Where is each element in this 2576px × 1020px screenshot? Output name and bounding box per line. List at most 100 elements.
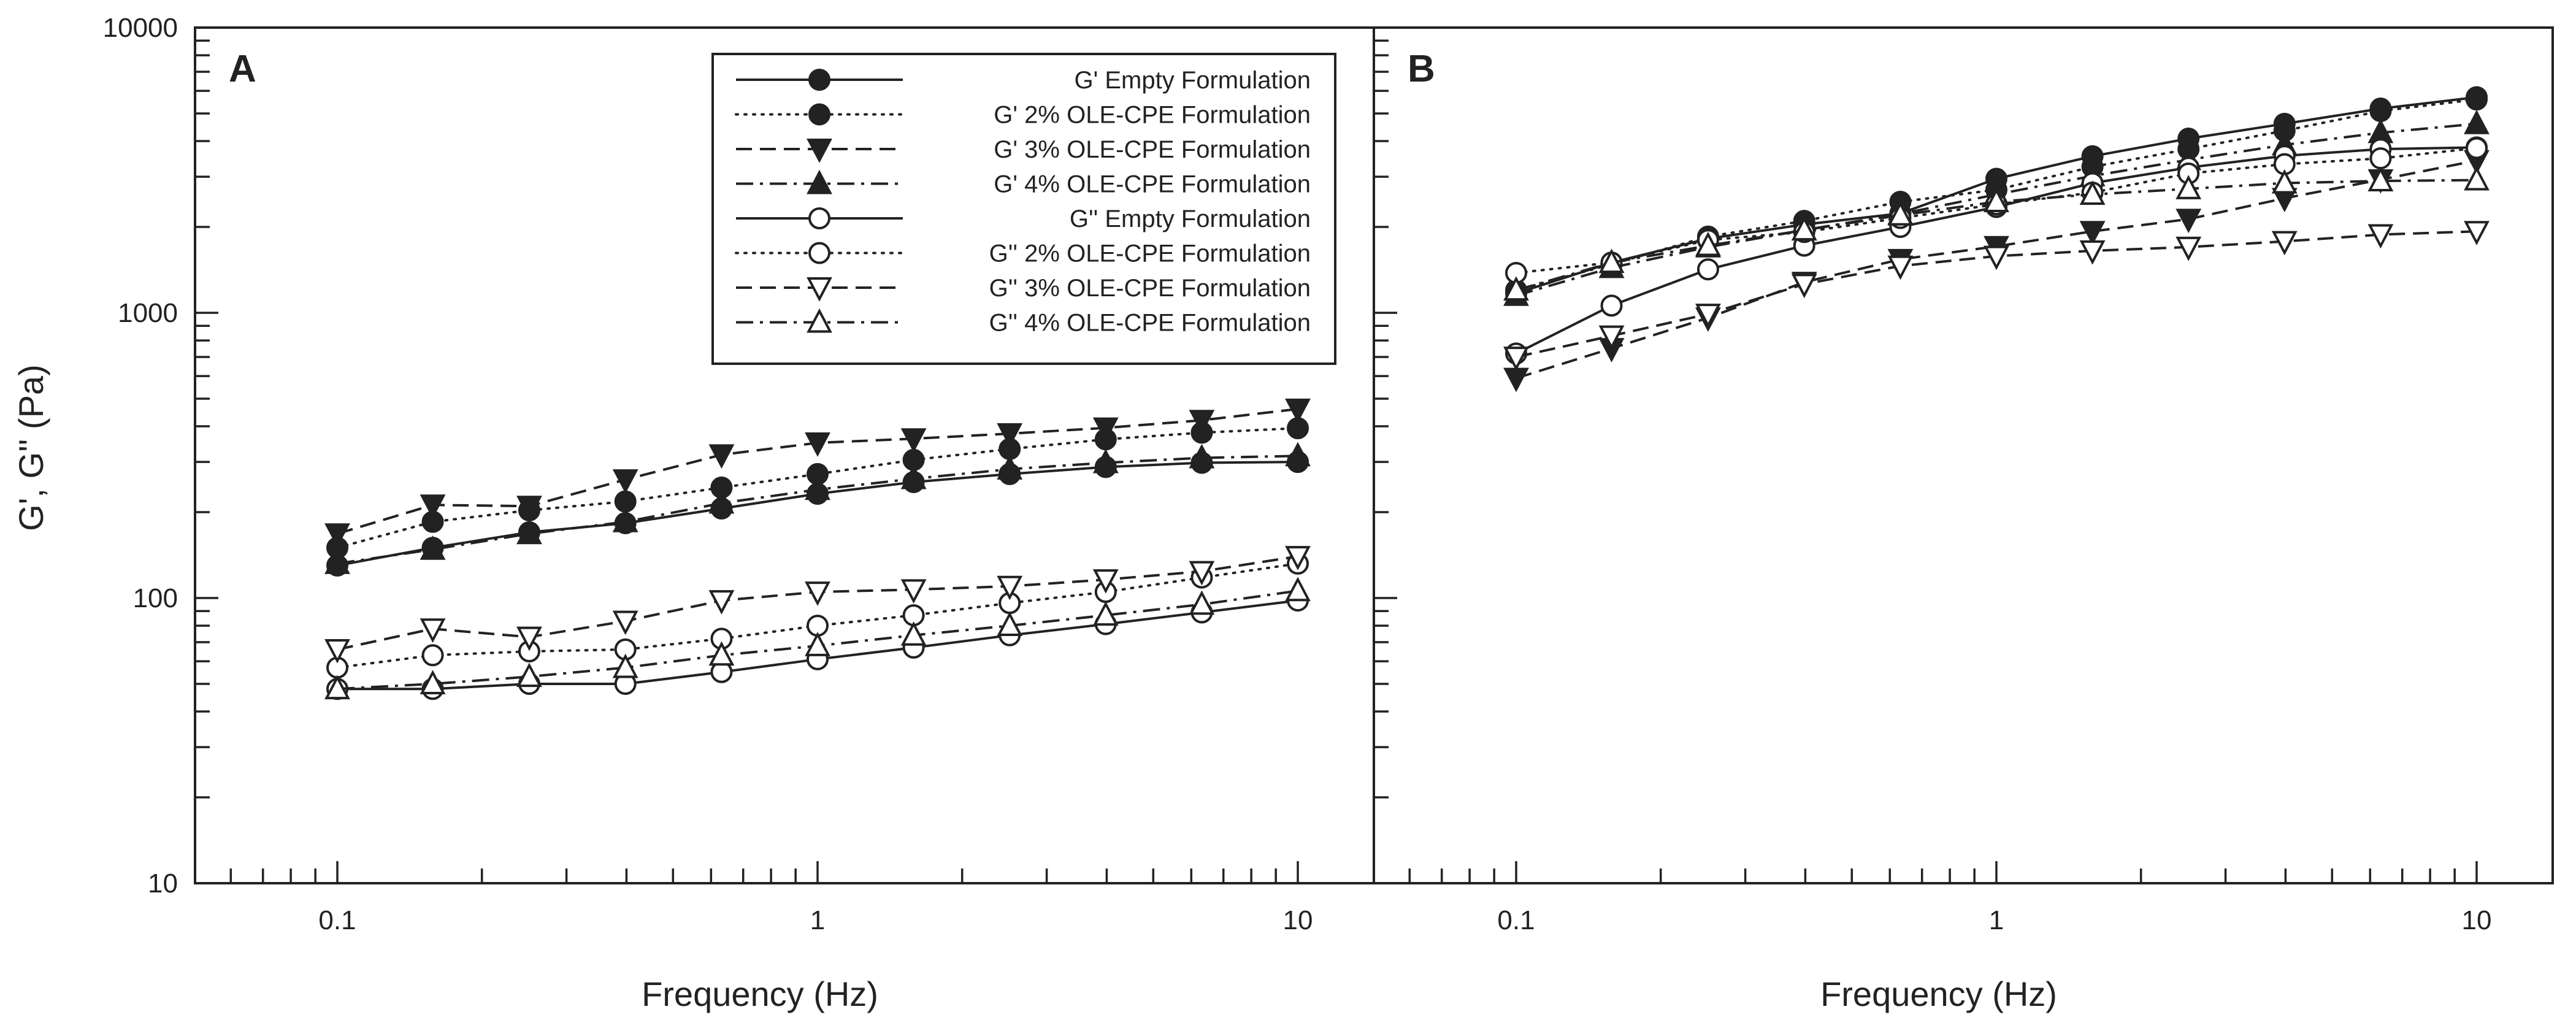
data-point xyxy=(997,575,1023,600)
data-point xyxy=(1285,398,1311,423)
data-point xyxy=(997,612,1023,637)
data-point xyxy=(2175,209,2202,234)
legend-entry: G'' 4% OLE-CPE Formulation xyxy=(736,308,1311,337)
data-point xyxy=(900,428,927,453)
y-tick-label: 1000 xyxy=(118,298,178,328)
data-point xyxy=(1887,255,1914,280)
legend-marker xyxy=(808,69,830,91)
data-point xyxy=(612,653,638,678)
legend-marker xyxy=(807,169,832,194)
series-line xyxy=(1516,159,2477,380)
series-line xyxy=(1515,147,2478,274)
data-point xyxy=(324,675,350,700)
x-axis-title: Frequency (Hz) xyxy=(642,975,878,1013)
data-point xyxy=(1503,276,1529,301)
x-tick-label: 0.1 xyxy=(1497,905,1535,935)
data-point xyxy=(516,520,542,545)
data-point xyxy=(420,535,446,560)
legend-entry: G' Empty Formulation xyxy=(736,67,1311,94)
data-point xyxy=(708,489,735,514)
data-point xyxy=(1695,231,1721,256)
data-point xyxy=(1791,274,1817,299)
data-point xyxy=(1503,347,1529,371)
data-point xyxy=(1791,216,1817,241)
data-point xyxy=(1695,304,1721,328)
series-g-3-ole-cpe-formulation xyxy=(324,398,1311,548)
data-point xyxy=(1285,546,1311,570)
legend-entry: G'' Empty Formulation xyxy=(736,205,1311,232)
data-point xyxy=(612,469,638,494)
legend-marker xyxy=(808,103,830,126)
data-point xyxy=(1092,417,1119,442)
y-tick-label: 10 xyxy=(148,869,178,899)
data-point xyxy=(1285,442,1311,467)
data-point xyxy=(2464,221,2490,245)
data-point xyxy=(2466,88,2488,111)
data-point xyxy=(805,475,830,500)
legend-label: G'' 4% OLE-CPE Formulation xyxy=(989,310,1311,337)
data-point xyxy=(420,494,446,520)
series-line xyxy=(336,427,1299,550)
data-point xyxy=(420,670,446,694)
data-point xyxy=(324,638,350,664)
data-point xyxy=(2271,169,2298,194)
data-point xyxy=(805,581,830,606)
data-point xyxy=(2079,240,2106,265)
legend-entry: G' 3% OLE-CPE Formulation xyxy=(736,136,1311,163)
data-point xyxy=(1696,258,1719,281)
data-point xyxy=(2466,137,2488,159)
data-point xyxy=(2175,175,2202,199)
data-point xyxy=(1598,248,1625,274)
data-point xyxy=(2079,221,2106,245)
data-point xyxy=(1600,294,1623,317)
data-point xyxy=(1598,325,1625,350)
data-point xyxy=(1984,245,2009,270)
data-point xyxy=(2271,231,2298,256)
data-point xyxy=(324,523,350,548)
data-point xyxy=(1887,201,1914,226)
data-point xyxy=(708,444,735,469)
series-g-3-ole-cpe-formulation xyxy=(1503,150,2490,393)
legend-marker xyxy=(807,308,832,333)
series-g-3-ole-cpe-formulation xyxy=(324,546,1311,664)
data-point xyxy=(2079,180,2106,205)
panel-label: A xyxy=(229,48,256,90)
legend: G' Empty Formulation G' 2% OLE-CPE Formul… xyxy=(711,53,1336,365)
data-point xyxy=(2464,166,2490,191)
legend-marker xyxy=(807,277,832,302)
x-tick-label: 10 xyxy=(2462,905,2492,935)
data-point xyxy=(516,662,542,688)
data-point xyxy=(1189,410,1215,434)
legend-marker xyxy=(807,139,832,163)
series-line xyxy=(1516,122,2477,297)
data-point xyxy=(516,496,542,520)
data-point xyxy=(2367,167,2394,191)
legend-label: G'' Empty Formulation xyxy=(1070,205,1311,232)
data-point xyxy=(997,455,1023,480)
data-point xyxy=(516,626,542,651)
panel-label: B xyxy=(1408,48,1435,90)
data-point xyxy=(1189,590,1215,615)
legend-label: G'' 2% OLE-CPE Formulation xyxy=(989,240,1311,267)
data-point xyxy=(612,610,638,635)
legend-label: G' 2% OLE-CPE Formulation xyxy=(994,102,1311,129)
data-point xyxy=(900,464,927,489)
series-g-4-ole-cpe-formulation xyxy=(324,442,1311,574)
legend-marker xyxy=(808,207,830,229)
x-tick-label: 10 xyxy=(1283,905,1313,935)
data-point xyxy=(2369,147,2392,170)
data-point xyxy=(805,432,830,457)
x-tick-label: 1 xyxy=(810,905,825,935)
legend-label: G'' 3% OLE-CPE Formulation xyxy=(989,275,1311,302)
data-point xyxy=(1285,577,1311,602)
series-g-3-ole-cpe-formulation xyxy=(1503,221,2490,371)
series-g-4-ole-cpe-formulation xyxy=(1503,166,2490,301)
data-point xyxy=(2175,236,2202,261)
x-tick-label: 0.1 xyxy=(318,905,356,935)
data-point xyxy=(708,590,735,615)
data-point xyxy=(1092,601,1119,626)
data-point xyxy=(2369,99,2392,122)
legend-entry: G' 4% OLE-CPE Formulation xyxy=(736,169,1311,198)
series-g-4-ole-cpe-formulation xyxy=(324,577,1311,700)
